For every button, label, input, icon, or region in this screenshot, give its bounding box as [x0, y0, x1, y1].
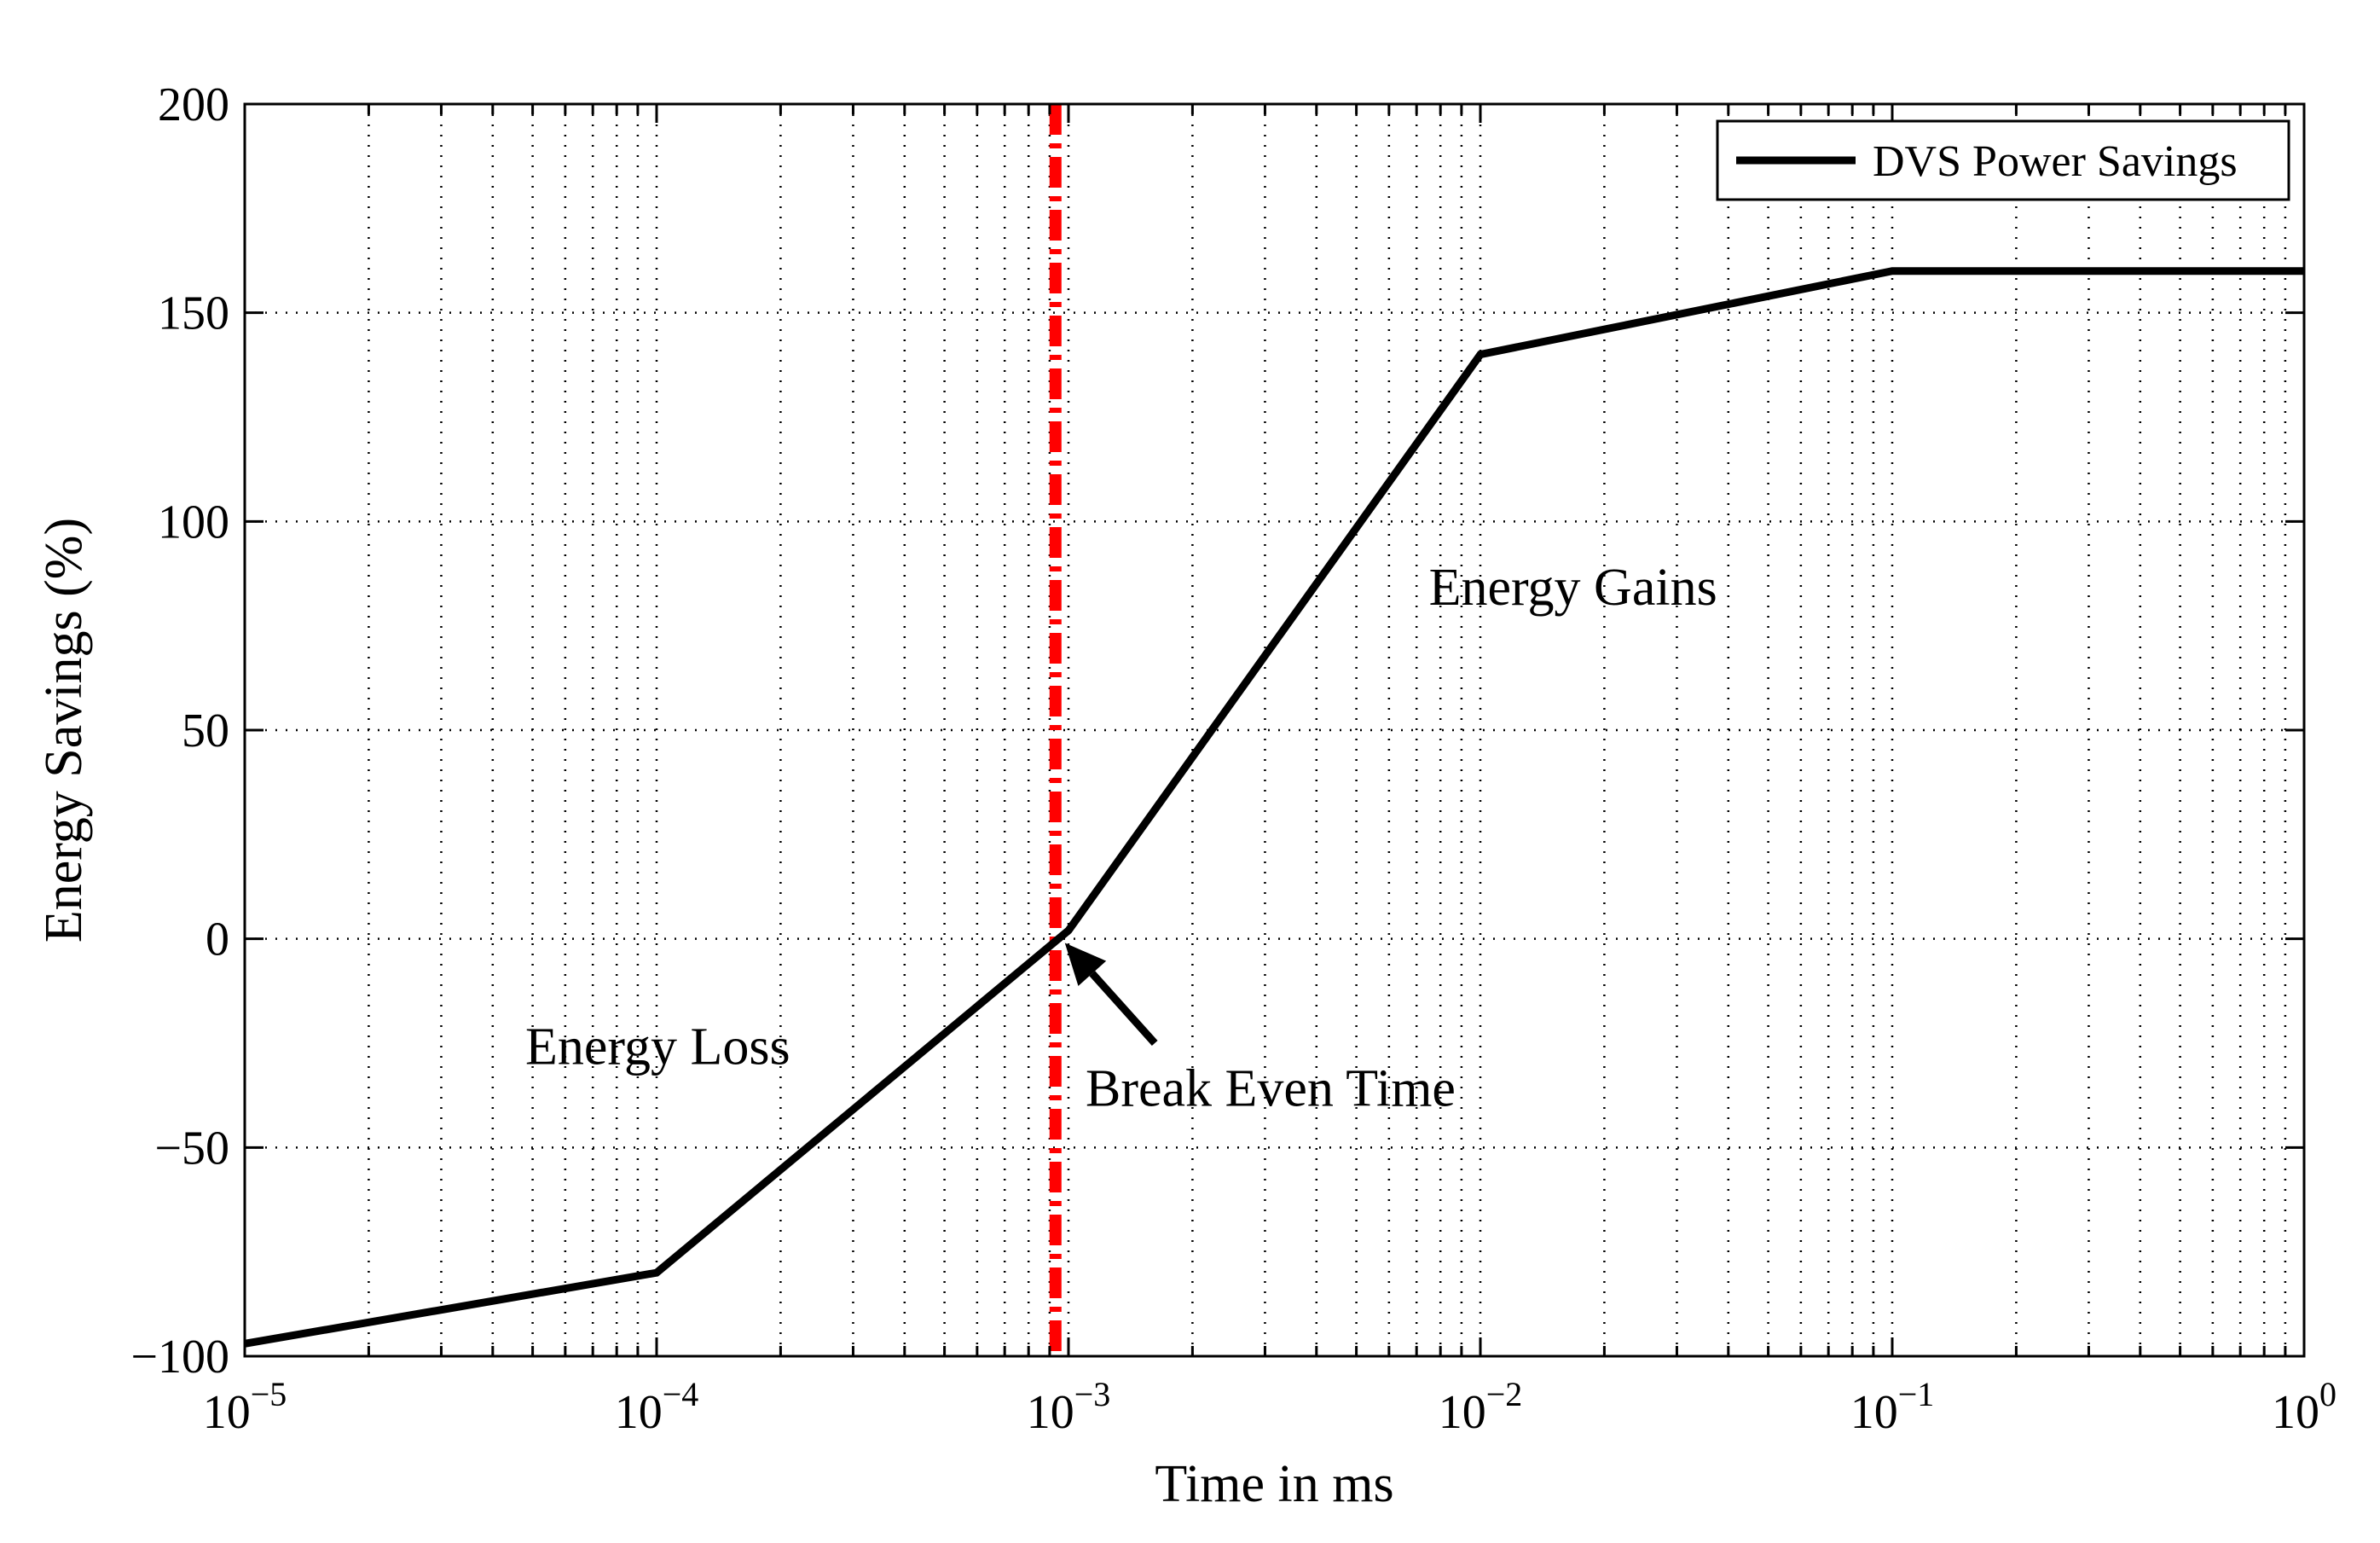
y-tick-label: 200: [158, 78, 229, 131]
annotation-energy-gains: Energy Gains: [1429, 559, 1717, 617]
x-tick-exponent: −1: [1898, 1375, 1935, 1413]
x-tick-base: 10: [1850, 1386, 1898, 1439]
annotation-break-even: Break Even Time: [1086, 1059, 1456, 1117]
annotation-energy-loss: Energy Loss: [525, 1018, 790, 1076]
x-tick-label: 10−1: [1850, 1375, 1935, 1439]
x-tick-exponent: −2: [1486, 1375, 1523, 1413]
y-axis-label: Energy Savings (%): [35, 518, 93, 943]
y-tick-label: −50: [154, 1122, 229, 1175]
x-tick-label: 100: [2272, 1375, 2337, 1439]
x-tick-label: 10−4: [615, 1375, 699, 1439]
y-tick-label: 50: [182, 705, 229, 757]
y-tick-label: 100: [158, 496, 229, 548]
arrow-shaft: [1089, 971, 1158, 1047]
arrow-head: [1064, 943, 1107, 986]
x-axis-label: Time in ms: [1155, 1455, 1393, 1513]
y-tick-labels: −100 −50 0 50 100 150 200: [130, 78, 229, 1383]
y-tick-label: −100: [130, 1331, 229, 1383]
x-tick-base: 10: [1439, 1386, 1486, 1439]
x-tick-label: 10−2: [1439, 1375, 1523, 1439]
series-layer: [244, 267, 2304, 1348]
x-tick-base: 10: [615, 1386, 663, 1439]
tick-marks: [243, 102, 2306, 1358]
annotations: Energy Gains Energy Loss Break Even Time: [525, 559, 1717, 1117]
x-tick-base: 10: [2272, 1386, 2319, 1439]
x-tick-exponent: −5: [251, 1375, 287, 1413]
legend: DVS Power Savings: [1716, 119, 2290, 201]
x-tick-base: 10: [203, 1386, 251, 1439]
x-tick-exponent: −3: [1074, 1375, 1111, 1413]
x-tick-exponent: 0: [2319, 1375, 2337, 1413]
y-tick-label: 0: [206, 914, 229, 966]
x-tick-label: 10−5: [203, 1375, 287, 1439]
x-tick-base: 10: [1027, 1386, 1074, 1439]
x-tick-labels: 10−5 10−4 10−3 10−2 10−1 100: [203, 1375, 2337, 1439]
y-tick-label: 150: [158, 287, 229, 340]
series-line: [244, 267, 2304, 1348]
x-tick-label: 10−3: [1027, 1375, 1111, 1439]
legend-label: DVS Power Savings: [1873, 137, 2238, 186]
x-tick-exponent: −4: [663, 1375, 699, 1413]
